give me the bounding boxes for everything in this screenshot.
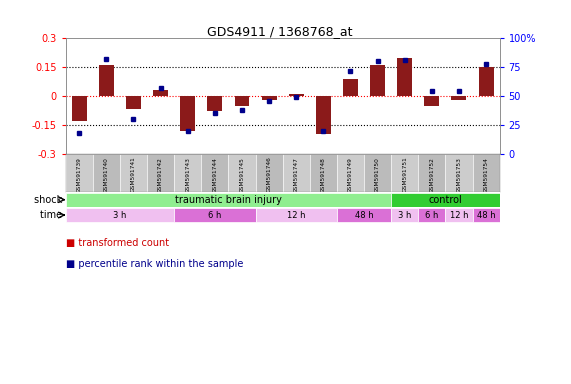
- Bar: [93, 154, 120, 192]
- Text: GSM591744: GSM591744: [212, 157, 218, 192]
- Bar: [478, 67, 493, 96]
- Bar: [473, 154, 500, 192]
- Text: 48 h: 48 h: [477, 210, 496, 220]
- Text: GSM591754: GSM591754: [484, 157, 489, 192]
- Text: time: time: [41, 210, 66, 220]
- Bar: [207, 96, 222, 111]
- Bar: [66, 193, 391, 207]
- Text: ■ transformed count: ■ transformed count: [66, 238, 169, 248]
- Bar: [424, 96, 439, 106]
- Text: GSM591753: GSM591753: [456, 157, 461, 192]
- Bar: [99, 65, 114, 96]
- Bar: [72, 96, 87, 121]
- Text: GSM591740: GSM591740: [104, 157, 109, 192]
- Text: 12 h: 12 h: [287, 210, 305, 220]
- Bar: [255, 154, 283, 192]
- Bar: [418, 154, 445, 192]
- Bar: [283, 154, 309, 192]
- Text: GSM591746: GSM591746: [267, 157, 272, 192]
- Text: 6 h: 6 h: [425, 210, 439, 220]
- Text: GSM591742: GSM591742: [158, 157, 163, 192]
- Bar: [255, 208, 337, 222]
- Text: GSM591747: GSM591747: [293, 157, 299, 192]
- Bar: [391, 154, 418, 192]
- Bar: [153, 90, 168, 96]
- Bar: [445, 208, 473, 222]
- Bar: [180, 96, 195, 131]
- Bar: [337, 154, 364, 192]
- Bar: [418, 208, 445, 222]
- Bar: [66, 208, 174, 222]
- Bar: [370, 65, 385, 96]
- Bar: [147, 154, 174, 192]
- Text: shock: shock: [34, 195, 66, 205]
- Text: 12 h: 12 h: [450, 210, 468, 220]
- Text: 3 h: 3 h: [113, 210, 127, 220]
- Bar: [262, 96, 276, 100]
- Bar: [452, 96, 467, 100]
- Text: GSM591743: GSM591743: [185, 157, 190, 192]
- Bar: [174, 208, 255, 222]
- Text: GSM591741: GSM591741: [131, 157, 136, 192]
- Bar: [126, 96, 141, 109]
- Bar: [391, 193, 500, 207]
- Text: 6 h: 6 h: [208, 210, 222, 220]
- Bar: [473, 208, 500, 222]
- Text: GSM591745: GSM591745: [239, 157, 244, 192]
- Bar: [337, 208, 391, 222]
- Text: GSM591749: GSM591749: [348, 157, 353, 192]
- Bar: [66, 154, 93, 192]
- Text: GDS4911 / 1368768_at: GDS4911 / 1368768_at: [207, 25, 352, 38]
- Bar: [445, 154, 473, 192]
- Text: ■ percentile rank within the sample: ■ percentile rank within the sample: [66, 259, 243, 269]
- Bar: [309, 154, 337, 192]
- Text: GSM591752: GSM591752: [429, 157, 435, 192]
- Text: GSM591750: GSM591750: [375, 157, 380, 192]
- Text: 3 h: 3 h: [398, 210, 411, 220]
- Bar: [202, 154, 228, 192]
- Bar: [397, 58, 412, 96]
- Bar: [364, 154, 391, 192]
- Bar: [316, 96, 331, 134]
- Bar: [228, 154, 255, 192]
- Text: GSM591748: GSM591748: [321, 157, 326, 192]
- Bar: [235, 96, 250, 106]
- Bar: [391, 208, 418, 222]
- Text: 48 h: 48 h: [355, 210, 373, 220]
- Text: GSM591751: GSM591751: [402, 157, 407, 192]
- Bar: [174, 154, 202, 192]
- Bar: [343, 79, 358, 96]
- Bar: [120, 154, 147, 192]
- Text: control: control: [428, 195, 463, 205]
- Text: GSM591739: GSM591739: [77, 157, 82, 192]
- Text: traumatic brain injury: traumatic brain injury: [175, 195, 282, 205]
- Bar: [289, 94, 304, 96]
